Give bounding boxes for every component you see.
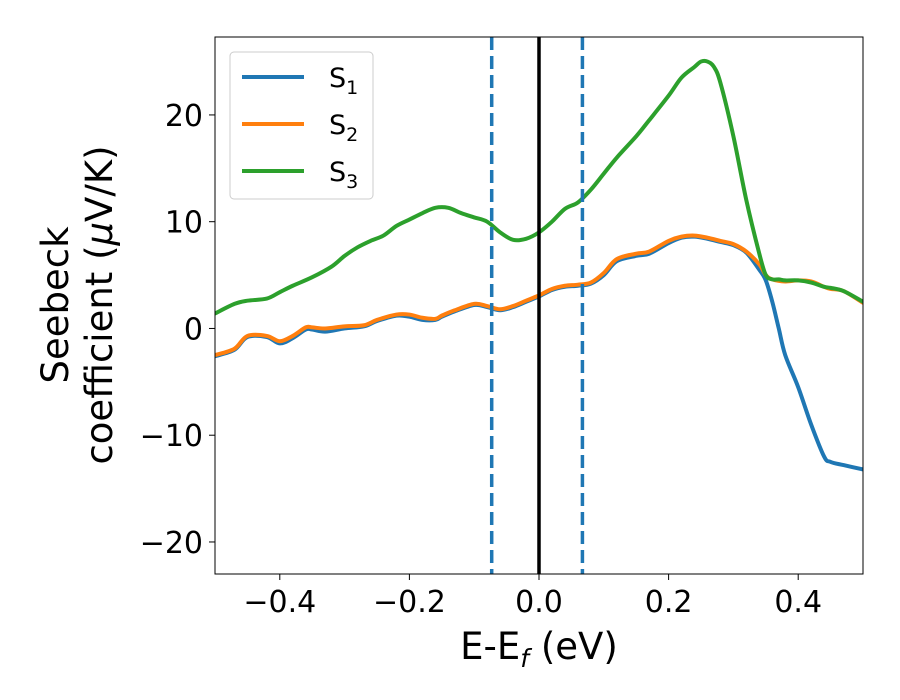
y-tick-label: −10: [140, 419, 203, 454]
y-tick-label: 0: [184, 312, 203, 347]
x-tick-label: 0.0: [515, 585, 563, 620]
y-tick-label: 10: [165, 206, 203, 241]
y-axis-title-line2a: coefficient (: [78, 245, 121, 464]
y-axis-title-line1: Seebeck: [34, 226, 77, 384]
legend-label-s1: S1: [329, 63, 358, 99]
legend-label-sub: 1: [346, 77, 358, 99]
legend-label-sub: 3: [346, 171, 358, 193]
x-tick-label: 0.4: [774, 585, 822, 620]
legend-label-s2: S2: [329, 110, 358, 146]
y-axis-title: Seebeck coefficient (μV/K): [34, 145, 121, 464]
x-tick-label: −0.4: [243, 585, 316, 620]
tick-layer: −0.4 −0.2 0.0 0.2 0.4 −20 −10 0 10 20: [140, 99, 822, 620]
y-tick-label: −20: [140, 526, 203, 561]
y-tick-label: 20: [165, 99, 203, 134]
legend-label-base: S: [329, 63, 346, 94]
series-line-s3: [215, 58, 863, 316]
legend-label-s3: S3: [329, 157, 358, 193]
x-axis-title: E-Ef (eV): [460, 625, 618, 673]
x-tick-label: −0.2: [373, 585, 446, 620]
legend-label-base: S: [329, 157, 346, 188]
x-axis-title-base: E-E: [460, 625, 520, 668]
legend-label-base: S: [329, 110, 346, 141]
legend-label-sub: 2: [346, 124, 358, 146]
series-layer: [215, 37, 863, 574]
y-axis-title-line2b: V/K): [78, 145, 121, 221]
y-axis-title-line2: coefficient (μV/K): [78, 145, 121, 464]
x-axis-title-rest: (eV): [529, 625, 618, 668]
y-axis-title-mu: μ: [78, 222, 121, 247]
x-tick-label: 0.2: [645, 585, 693, 620]
